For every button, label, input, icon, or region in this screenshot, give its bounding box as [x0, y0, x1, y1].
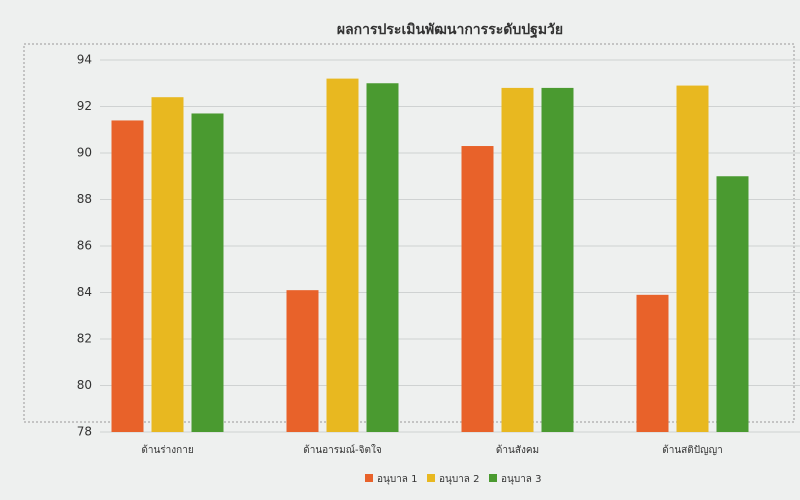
legend-label: อนุบาล 1 — [377, 474, 417, 485]
bar — [716, 176, 749, 432]
chart-title: ผลการประเมินพัฒนาการระดับปฐมวัย — [337, 22, 563, 39]
x-tick-label: ด้านอารมณ์-จิตใจ — [303, 444, 382, 456]
y-tick-label: 84 — [77, 285, 92, 299]
bar — [366, 83, 399, 432]
legend-swatch — [427, 474, 435, 482]
bar — [286, 290, 319, 432]
y-tick-label: 88 — [77, 192, 92, 206]
y-tick-label: 80 — [77, 378, 92, 392]
x-tick-label: ด้านสังคม — [496, 444, 539, 456]
bar — [676, 85, 709, 432]
bar — [636, 294, 669, 432]
bar — [461, 146, 494, 432]
y-tick-label: 82 — [77, 332, 92, 346]
bar — [501, 87, 534, 433]
y-tick-label: 90 — [77, 146, 92, 160]
x-tick-label: ด้านสติปัญญา — [662, 444, 723, 456]
x-tick-label: ด้านร่างกาย — [141, 444, 193, 456]
legend-label: อนุบาล 3 — [501, 474, 541, 485]
y-tick-label: 92 — [77, 99, 92, 113]
y-tick-label: 78 — [77, 425, 92, 439]
plot-frame — [23, 43, 795, 423]
bar — [111, 120, 144, 432]
legend-label: อนุบาล 2 — [439, 474, 479, 485]
y-tick-label: 94 — [77, 53, 92, 67]
legend-swatch — [365, 474, 373, 482]
bar — [541, 87, 574, 433]
bar — [151, 97, 184, 432]
legend-swatch — [489, 474, 497, 482]
bar — [326, 78, 359, 432]
bar — [191, 113, 224, 432]
y-tick-label: 86 — [77, 239, 92, 253]
